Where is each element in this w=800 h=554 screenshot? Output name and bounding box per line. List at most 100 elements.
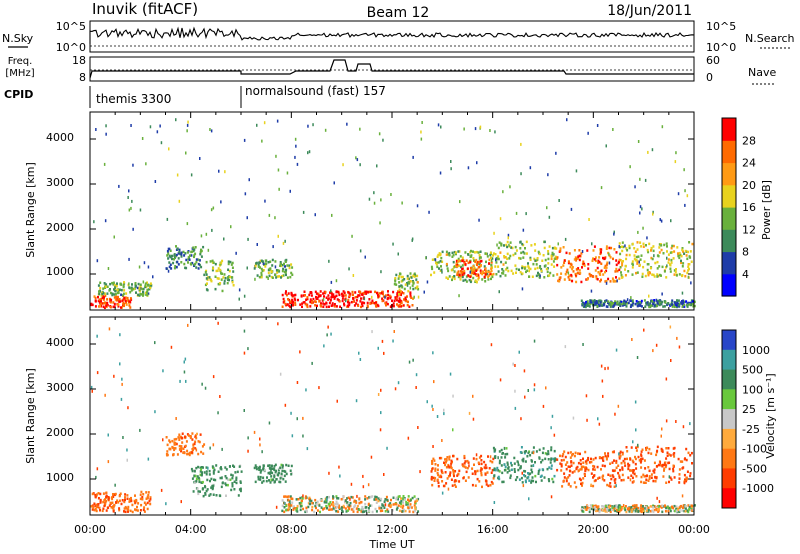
power-cell bbox=[339, 305, 342, 308]
velocity-cell bbox=[112, 510, 115, 513]
power-cell bbox=[681, 265, 684, 268]
power-cell bbox=[613, 230, 615, 234]
power-cell bbox=[501, 268, 504, 271]
velocity-cell bbox=[437, 481, 440, 485]
velocity-cell bbox=[649, 505, 652, 508]
velocity-cell bbox=[149, 496, 152, 499]
power-cell bbox=[361, 301, 364, 304]
power-cell bbox=[483, 275, 486, 279]
power-cell bbox=[197, 267, 200, 270]
power-cell bbox=[564, 273, 567, 276]
power-cell bbox=[214, 287, 217, 291]
power-cell bbox=[682, 301, 685, 305]
velocity-cell bbox=[197, 476, 200, 480]
velocity-cell bbox=[581, 508, 584, 511]
velocity-cell bbox=[479, 469, 482, 472]
velocity-cell bbox=[631, 338, 633, 341]
power-cell bbox=[653, 301, 656, 304]
velocity-cell bbox=[601, 505, 604, 508]
freq-unit-label: [MHz] bbox=[5, 68, 34, 79]
velocity-cell bbox=[339, 474, 341, 478]
power-cell bbox=[263, 121, 266, 125]
velocity-cell bbox=[358, 508, 361, 512]
velocity-cell bbox=[90, 385, 93, 389]
power-cell bbox=[533, 243, 536, 246]
power-cell bbox=[101, 302, 104, 305]
power-cell bbox=[455, 260, 458, 263]
power-cell bbox=[599, 299, 602, 302]
power-cell bbox=[575, 280, 578, 284]
velocity-cell bbox=[277, 322, 279, 326]
velocity-cell bbox=[509, 476, 512, 480]
velocity-cell bbox=[565, 467, 568, 471]
velocity-cell bbox=[464, 460, 467, 463]
power-cell bbox=[274, 265, 277, 269]
velocity-cell bbox=[561, 485, 564, 488]
power-cell bbox=[479, 260, 482, 263]
power-cell bbox=[322, 297, 325, 301]
velocity-cell bbox=[577, 469, 580, 473]
power-cell bbox=[200, 249, 203, 253]
power-cell bbox=[170, 267, 173, 270]
velocity-cell bbox=[191, 477, 194, 480]
velocity-cell bbox=[205, 466, 208, 469]
velocity-cell bbox=[327, 325, 329, 329]
power-cell bbox=[227, 260, 230, 263]
power-cell bbox=[322, 305, 325, 308]
power-cell bbox=[103, 162, 106, 166]
power-cell bbox=[610, 302, 613, 305]
velocity-cell bbox=[588, 507, 591, 511]
power-cell bbox=[681, 274, 683, 278]
velocity-cell bbox=[538, 457, 541, 460]
power-cell bbox=[267, 277, 269, 280]
velocity-cell bbox=[236, 470, 239, 474]
velocity-cell bbox=[681, 494, 684, 498]
velocity-cell bbox=[169, 440, 172, 444]
nsky-right-tick-bottom: 10^0 bbox=[706, 41, 736, 54]
power-cell bbox=[642, 245, 645, 248]
velocity-cell bbox=[145, 497, 148, 500]
velocity-cell bbox=[608, 509, 610, 512]
velocity-cell bbox=[564, 463, 567, 466]
velocity-cell bbox=[646, 446, 649, 449]
velocity-cell bbox=[635, 446, 638, 449]
power-cell bbox=[404, 283, 407, 286]
power-cell bbox=[527, 262, 529, 265]
power-cell bbox=[398, 285, 401, 288]
velocity-cell bbox=[535, 480, 537, 484]
power-cell bbox=[687, 269, 690, 272]
velocity-cell bbox=[332, 504, 335, 508]
velocity-cell bbox=[452, 454, 454, 458]
power-cell bbox=[645, 301, 648, 305]
velocity-cell bbox=[430, 475, 433, 479]
power-cell bbox=[527, 265, 530, 268]
power-cell bbox=[512, 253, 515, 257]
velocity-cell bbox=[650, 476, 653, 479]
power-cell bbox=[411, 238, 413, 242]
power-cell bbox=[117, 303, 120, 306]
velocity-cell bbox=[337, 497, 340, 500]
power-cell bbox=[311, 300, 314, 303]
power-cell bbox=[318, 300, 321, 303]
power-cell bbox=[681, 303, 684, 306]
power-cell bbox=[377, 293, 379, 297]
velocity-cell bbox=[471, 472, 474, 475]
velocity-cell bbox=[519, 466, 522, 469]
power-cell bbox=[608, 303, 611, 306]
power-cell bbox=[115, 285, 118, 288]
velocity-cell bbox=[586, 506, 589, 509]
velocity-cell bbox=[122, 436, 124, 439]
velocity-cell bbox=[173, 438, 176, 441]
velocity-cell bbox=[660, 464, 663, 467]
velocity-cell bbox=[112, 493, 114, 496]
velocity-cell bbox=[107, 498, 110, 501]
velocity-cell bbox=[234, 471, 237, 474]
velocity-cell bbox=[275, 478, 278, 481]
velocity-cell bbox=[198, 480, 201, 484]
velocity-cell bbox=[407, 498, 409, 501]
velocity-cell bbox=[367, 483, 370, 487]
power-cell bbox=[99, 302, 102, 305]
velocity-y-tick: 4000 bbox=[46, 336, 74, 349]
power-cell bbox=[502, 272, 505, 275]
power-cell bbox=[359, 127, 361, 131]
